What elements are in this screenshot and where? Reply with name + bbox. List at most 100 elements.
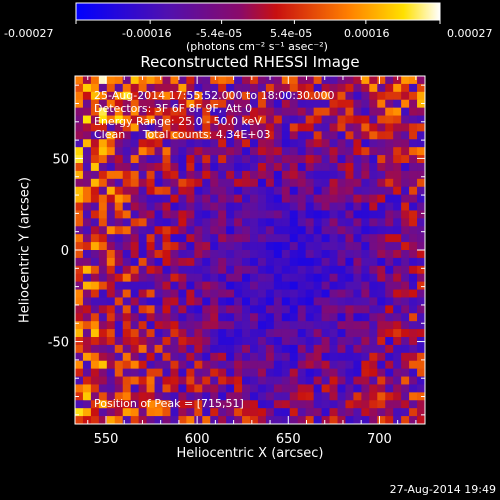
heatmap-cell bbox=[202, 99, 211, 109]
heatmap-cell bbox=[226, 360, 235, 370]
heatmap-cell bbox=[138, 337, 148, 346]
x-tick-label: 700 bbox=[367, 432, 392, 447]
heatmap-cell bbox=[265, 107, 275, 117]
heatmap-cell bbox=[297, 131, 307, 140]
heatmap-cell bbox=[75, 210, 84, 219]
heatmap-cell bbox=[273, 297, 283, 306]
heatmap-cell bbox=[234, 376, 243, 385]
heatmap-cell bbox=[417, 250, 426, 259]
heatmap-cell bbox=[313, 400, 323, 409]
heatmap-cell bbox=[385, 265, 394, 275]
heatmap-cell bbox=[345, 91, 354, 101]
heatmap-cell bbox=[297, 313, 307, 322]
heatmap-cell bbox=[257, 337, 267, 346]
heatmap-cell bbox=[234, 273, 243, 283]
peak-position-label: Position of Peak = [715,51] bbox=[94, 397, 244, 410]
heatmap-cell bbox=[138, 123, 148, 132]
heatmap-cell bbox=[401, 257, 410, 267]
heatmap-cell bbox=[281, 202, 291, 211]
heatmap-cell bbox=[409, 194, 418, 204]
heatmap-cell bbox=[361, 186, 370, 196]
heatmap-cell bbox=[154, 352, 163, 362]
heatmap-cell bbox=[297, 226, 307, 235]
heatmap-cell bbox=[210, 344, 219, 354]
heatmap-cell bbox=[401, 155, 410, 164]
heatmap-cell bbox=[210, 265, 219, 275]
heatmap-cell bbox=[82, 305, 92, 314]
heatmap-cell bbox=[281, 408, 291, 417]
heatmap-cell bbox=[130, 289, 140, 298]
heatmap-cell bbox=[218, 76, 227, 85]
heatmap-cell bbox=[98, 147, 108, 156]
heatmap-cell bbox=[385, 131, 394, 140]
heatmap-cell bbox=[313, 163, 323, 172]
heatmap-cell bbox=[409, 305, 418, 314]
heatmap-cell bbox=[210, 83, 219, 93]
heatmap-cell bbox=[401, 376, 410, 385]
heatmap-cell bbox=[417, 321, 426, 330]
heatmap-cell bbox=[75, 83, 84, 93]
heatmap-cell bbox=[377, 76, 386, 85]
heatmap-cell bbox=[329, 155, 338, 164]
heatmap-cell bbox=[242, 384, 251, 393]
heatmap-cell bbox=[234, 337, 243, 346]
heatmap-cell bbox=[75, 352, 84, 362]
heatmap-cell bbox=[178, 76, 187, 85]
heatmap-cell bbox=[361, 273, 370, 283]
heatmap-cell bbox=[98, 265, 108, 275]
heatmap-cell bbox=[369, 321, 378, 330]
heatmap-cell bbox=[250, 352, 259, 362]
heatmap-cell bbox=[345, 107, 354, 117]
heatmap-cell bbox=[353, 210, 362, 219]
heatmap-cell bbox=[369, 273, 378, 283]
heatmap-cell bbox=[257, 170, 267, 180]
heatmap-cell bbox=[82, 416, 92, 425]
heatmap-cell bbox=[369, 234, 378, 243]
heatmap-cell bbox=[122, 305, 132, 314]
heatmap-cell bbox=[329, 242, 338, 251]
heatmap-cell bbox=[90, 242, 100, 251]
heatmap-cell bbox=[130, 163, 140, 172]
heatmap-cell bbox=[138, 313, 148, 322]
heatmap-cell bbox=[242, 352, 251, 362]
heatmap-cell bbox=[250, 194, 259, 204]
heatmap-cell bbox=[194, 352, 203, 362]
heatmap-cell bbox=[90, 376, 100, 385]
heatmap-cell bbox=[162, 329, 171, 338]
heatmap-cell bbox=[337, 139, 346, 148]
heatmap-cell bbox=[98, 131, 108, 140]
heatmap-cell bbox=[329, 115, 338, 124]
heatmap-cell bbox=[146, 242, 156, 251]
heatmap-cell bbox=[345, 360, 354, 370]
heatmap-cell bbox=[393, 344, 402, 354]
heatmap-cell bbox=[154, 329, 163, 338]
heatmap-cell bbox=[401, 218, 410, 227]
heatmap-cell bbox=[210, 250, 219, 259]
heatmap-cell bbox=[210, 131, 219, 140]
heatmap-cell bbox=[377, 83, 386, 93]
heatmap-cell bbox=[90, 139, 100, 148]
heatmap-cell bbox=[401, 186, 410, 196]
heatmap-cell bbox=[289, 91, 299, 101]
heatmap-cell bbox=[154, 242, 163, 251]
heatmap-cell bbox=[417, 155, 426, 164]
heatmap-cell bbox=[305, 131, 315, 140]
heatmap-cell bbox=[297, 344, 307, 354]
heatmap-cell bbox=[122, 226, 132, 235]
heatmap-cell bbox=[98, 392, 108, 401]
heatmap-cell bbox=[226, 265, 235, 275]
heatmap-cell bbox=[345, 400, 354, 409]
heatmap-cell bbox=[257, 297, 267, 306]
heatmap-cell bbox=[218, 408, 227, 417]
heatmap-cell bbox=[98, 218, 108, 227]
heatmap-cell bbox=[194, 107, 203, 117]
heatmap-cell bbox=[226, 210, 235, 219]
heatmap-cell bbox=[90, 384, 100, 393]
heatmap-cell bbox=[186, 313, 195, 322]
heatmap-cell bbox=[194, 99, 203, 109]
heatmap-cell bbox=[265, 250, 275, 259]
heatmap-cell bbox=[218, 178, 227, 188]
heatmap-cell bbox=[313, 155, 323, 164]
heatmap-cell bbox=[281, 178, 291, 188]
heatmap-cell bbox=[337, 131, 346, 140]
